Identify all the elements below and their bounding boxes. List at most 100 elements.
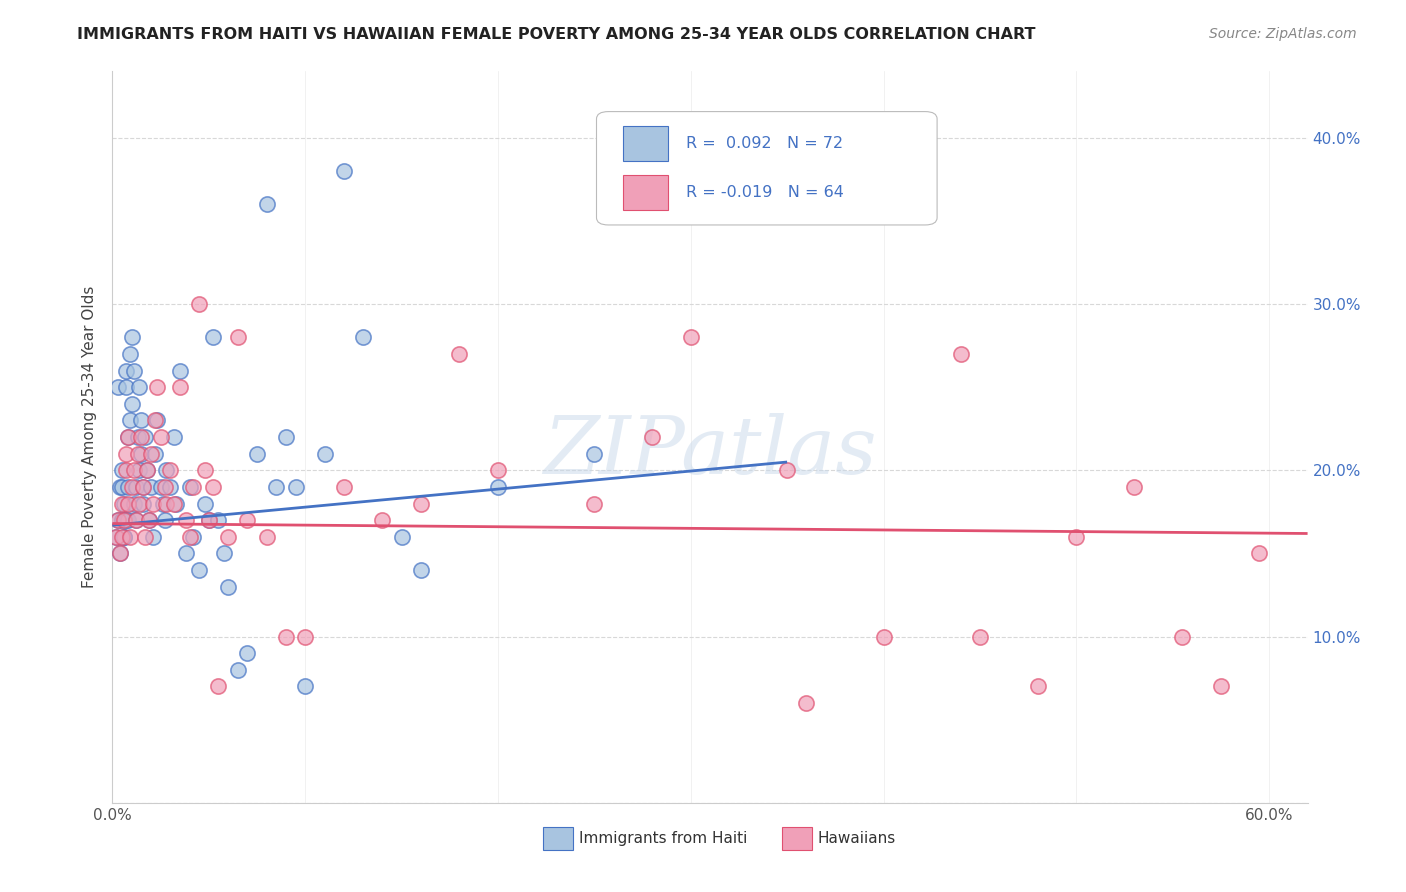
Point (163, 497, 186, 511)
Point (486, 480, 509, 494)
Bar (543, 827, 572, 850)
Point (128, 463, 150, 477)
Point (124, 513, 146, 527)
Point (201, 480, 224, 494)
Point (146, 380, 169, 394)
Point (207, 513, 229, 527)
Point (121, 330, 143, 344)
Point (142, 530, 165, 544)
Point (583, 447, 606, 461)
Point (969, 630, 991, 644)
Point (118, 347, 141, 361)
Point (115, 513, 138, 527)
Point (159, 480, 181, 494)
Point (115, 380, 138, 394)
Point (111, 480, 134, 494)
Point (131, 413, 153, 427)
Point (449, 347, 471, 361)
Point (121, 397, 143, 411)
Point (118, 413, 141, 427)
Point (117, 430, 139, 444)
Point (138, 513, 160, 527)
Point (391, 530, 413, 544)
Point (132, 497, 155, 511)
Point (108, 546, 131, 560)
Point (152, 497, 174, 511)
Point (1026, 680, 1049, 694)
Point (217, 530, 239, 544)
Point (294, 630, 316, 644)
Point (641, 430, 664, 444)
Point (274, 630, 297, 644)
Bar (782, 827, 811, 850)
Point (274, 430, 297, 444)
Point (107, 513, 129, 527)
Point (127, 447, 149, 461)
Point (174, 546, 197, 560)
Point (121, 480, 143, 494)
Point (107, 513, 129, 527)
Point (226, 330, 249, 344)
Point (111, 463, 134, 477)
Point (127, 430, 149, 444)
Point (111, 513, 134, 527)
Point (207, 680, 229, 694)
Point (122, 363, 145, 377)
Point (139, 447, 162, 461)
Point (107, 380, 129, 394)
Point (165, 497, 187, 511)
Point (679, 330, 702, 344)
Point (131, 430, 153, 444)
Point (149, 430, 172, 444)
Point (138, 513, 160, 527)
Point (112, 530, 135, 544)
Point (314, 447, 336, 461)
Point (134, 530, 156, 544)
Point (872, 630, 894, 644)
Point (266, 480, 288, 494)
Point (214, 546, 236, 560)
Point (169, 363, 191, 377)
Point (122, 463, 145, 477)
Point (155, 463, 177, 477)
Bar (623, 126, 668, 161)
Text: IMMIGRANTS FROM HAITI VS HAWAIIAN FEMALE POVERTY AMONG 25-34 YEAR OLDS CORRELATI: IMMIGRANTS FROM HAITI VS HAWAIIAN FEMALE… (77, 27, 1036, 42)
Point (146, 413, 169, 427)
Point (139, 480, 162, 494)
Text: Source: ZipAtlas.com: Source: ZipAtlas.com (1209, 27, 1357, 41)
Point (796, 696, 818, 710)
Point (115, 463, 138, 477)
Point (142, 497, 165, 511)
Point (117, 513, 139, 527)
Point (333, 480, 356, 494)
Point (134, 430, 156, 444)
Text: Hawaiians: Hawaiians (818, 831, 896, 847)
Text: ZIPatlas: ZIPatlas (543, 413, 877, 491)
Point (1171, 630, 1194, 644)
Text: R = -0.019   N = 64: R = -0.019 N = 64 (686, 186, 844, 201)
Point (294, 680, 316, 694)
Point (179, 480, 201, 494)
Point (155, 497, 177, 511)
Point (132, 480, 155, 494)
Point (183, 530, 205, 544)
Point (118, 530, 141, 544)
Point (256, 530, 278, 544)
Point (143, 447, 166, 461)
Point (105, 530, 128, 544)
Point (188, 297, 211, 311)
Point (409, 563, 432, 577)
Point (949, 347, 972, 361)
Point (117, 497, 139, 511)
Point (198, 513, 221, 527)
Point (112, 513, 135, 527)
Point (112, 497, 135, 511)
Point (112, 530, 135, 544)
Point (201, 330, 224, 344)
Point (236, 513, 259, 527)
Text: R =  0.092   N = 72: R = 0.092 N = 72 (686, 136, 844, 152)
Point (122, 497, 145, 511)
Point (136, 463, 159, 477)
Point (153, 513, 176, 527)
Point (149, 480, 172, 494)
